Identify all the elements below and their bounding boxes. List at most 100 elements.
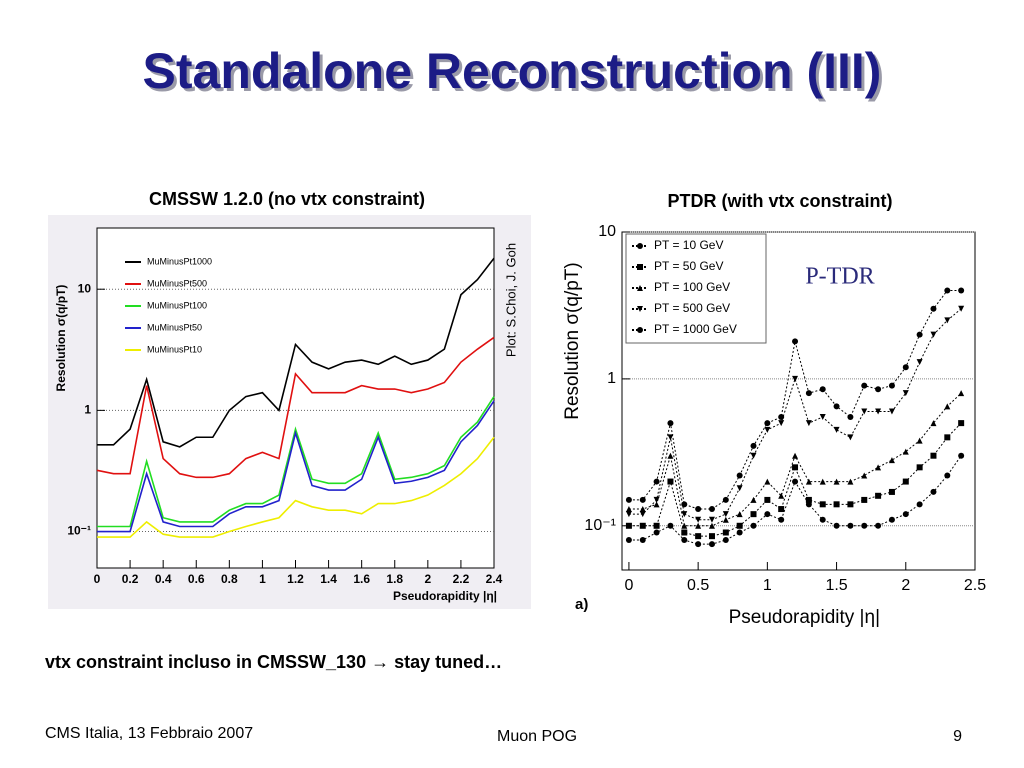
x-tick-label: 0.4 — [155, 572, 172, 586]
x-tick-label: 2.4 — [486, 572, 503, 586]
point — [888, 488, 895, 495]
point — [958, 420, 965, 427]
legend-marker — [637, 327, 643, 333]
x-tick-label: 0.8 — [221, 572, 238, 586]
point — [930, 331, 937, 338]
point — [695, 533, 702, 540]
x-tick-label: 1 — [763, 577, 772, 594]
point — [792, 452, 799, 459]
y-axis-label: Resolution σ(q/pT) — [562, 262, 583, 419]
point — [736, 485, 743, 492]
point — [736, 472, 743, 479]
x-tick-label: 0 — [624, 577, 633, 594]
x-axis-label: Pseudorapidity |η| — [729, 607, 880, 628]
y-axis-label: Resolution σ(q/pT) — [54, 285, 68, 392]
point — [833, 522, 840, 529]
point — [625, 506, 632, 513]
point — [833, 426, 840, 433]
point — [653, 496, 660, 503]
point — [875, 386, 882, 393]
legend-label: MuMinusPt10 — [147, 344, 202, 354]
point — [819, 516, 826, 523]
point — [805, 478, 812, 485]
point — [805, 420, 812, 427]
point — [792, 375, 799, 382]
series-line — [97, 436, 495, 538]
annotation: Plot: S.Choi, J. Goh — [503, 243, 518, 357]
point — [916, 464, 923, 471]
legend-marker — [637, 264, 643, 270]
point — [819, 478, 826, 485]
point — [708, 506, 715, 513]
footer-left: CMS Italia, 13 Febbraio 2007 — [45, 725, 253, 742]
point — [805, 390, 812, 397]
point — [667, 420, 674, 427]
legend-marker — [637, 243, 643, 249]
series-line — [96, 336, 495, 479]
point — [847, 501, 854, 508]
point — [695, 541, 702, 548]
x-tick-label: 0.5 — [687, 577, 709, 594]
series-line — [97, 396, 495, 528]
x-tick-label: 1.4 — [320, 572, 337, 586]
point — [764, 511, 771, 518]
point — [944, 434, 951, 441]
point — [847, 434, 854, 441]
plot-area — [96, 227, 495, 569]
x-tick-label: 1 — [259, 572, 266, 586]
note: vtx constraint incluso in CMSSW_130 → st… — [45, 652, 502, 672]
legend-marker — [637, 285, 643, 291]
point — [847, 414, 854, 421]
point — [653, 522, 660, 529]
point — [902, 478, 909, 485]
point — [639, 511, 646, 518]
point — [625, 511, 632, 518]
point — [916, 437, 923, 444]
point — [764, 496, 771, 503]
point — [944, 287, 951, 294]
footer-right: 9 — [953, 728, 962, 745]
point — [819, 386, 826, 393]
point — [695, 522, 702, 529]
x-tick-label: 1.8 — [386, 572, 403, 586]
point — [639, 537, 646, 544]
legend-label: PT = 500 GeV — [654, 301, 730, 315]
point — [833, 501, 840, 508]
point — [902, 448, 909, 455]
x-tick-label: 2.2 — [453, 572, 470, 586]
point — [819, 501, 826, 508]
chart-title: CMSSW 1.2.0 (no vtx constraint) — [149, 189, 425, 209]
legend-label: PT = 50 GeV — [654, 259, 724, 273]
point — [833, 478, 840, 485]
point — [750, 496, 757, 503]
point — [792, 338, 799, 345]
point — [902, 364, 909, 371]
point — [750, 511, 757, 518]
point — [639, 522, 646, 529]
point — [930, 488, 937, 495]
point — [792, 478, 799, 485]
point — [667, 478, 674, 485]
point — [958, 287, 965, 294]
legend-label: MuMinusPt50 — [147, 322, 202, 332]
point — [861, 382, 868, 389]
point — [681, 511, 688, 518]
point — [958, 305, 965, 312]
point — [708, 516, 715, 523]
point — [861, 472, 868, 479]
point — [695, 506, 702, 513]
point — [625, 537, 632, 544]
point — [861, 522, 868, 529]
panel-label: a) — [575, 596, 588, 613]
legend-marker — [637, 306, 643, 312]
x-tick-label: 1.6 — [353, 572, 370, 586]
y-tick-label: 10⁻¹ — [584, 517, 616, 534]
x-tick-label: 0 — [94, 572, 101, 586]
point — [944, 472, 951, 479]
point — [778, 420, 785, 427]
point — [639, 506, 646, 513]
point — [625, 522, 632, 529]
point — [875, 492, 882, 499]
y-tick-label: 10 — [78, 281, 92, 295]
point — [750, 442, 757, 449]
